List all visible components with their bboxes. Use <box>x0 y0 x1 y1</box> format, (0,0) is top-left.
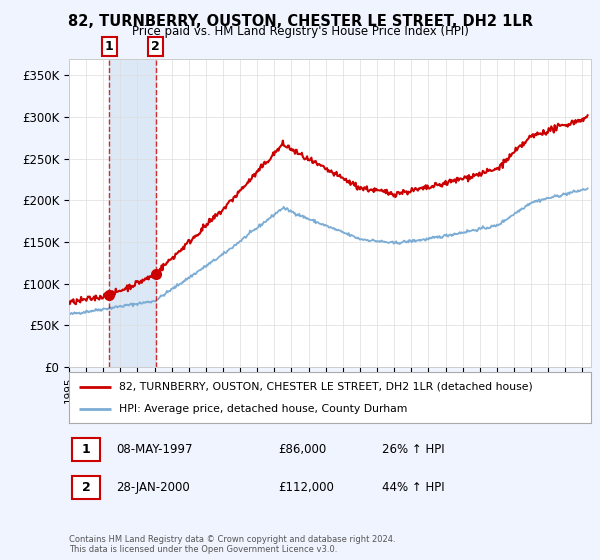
Text: Price paid vs. HM Land Registry's House Price Index (HPI): Price paid vs. HM Land Registry's House … <box>131 25 469 38</box>
Text: 82, TURNBERRY, OUSTON, CHESTER LE STREET, DH2 1LR (detached house): 82, TURNBERRY, OUSTON, CHESTER LE STREET… <box>119 381 532 391</box>
Text: 26% ↑ HPI: 26% ↑ HPI <box>382 443 445 456</box>
Text: £86,000: £86,000 <box>278 443 326 456</box>
Text: Contains HM Land Registry data © Crown copyright and database right 2024.
This d: Contains HM Land Registry data © Crown c… <box>69 535 395 554</box>
FancyBboxPatch shape <box>71 476 100 499</box>
Text: 82, TURNBERRY, OUSTON, CHESTER LE STREET, DH2 1LR: 82, TURNBERRY, OUSTON, CHESTER LE STREET… <box>67 14 533 29</box>
Text: 08-MAY-1997: 08-MAY-1997 <box>116 443 193 456</box>
Text: 28-JAN-2000: 28-JAN-2000 <box>116 481 190 494</box>
Bar <box>109 59 156 367</box>
Text: £112,000: £112,000 <box>278 481 334 494</box>
Text: 2: 2 <box>151 40 160 53</box>
FancyBboxPatch shape <box>71 438 100 461</box>
Text: 2: 2 <box>82 481 91 494</box>
Text: 1: 1 <box>82 443 91 456</box>
Text: 1: 1 <box>105 40 114 53</box>
Text: 44% ↑ HPI: 44% ↑ HPI <box>382 481 445 494</box>
Text: HPI: Average price, detached house, County Durham: HPI: Average price, detached house, Coun… <box>119 404 407 414</box>
